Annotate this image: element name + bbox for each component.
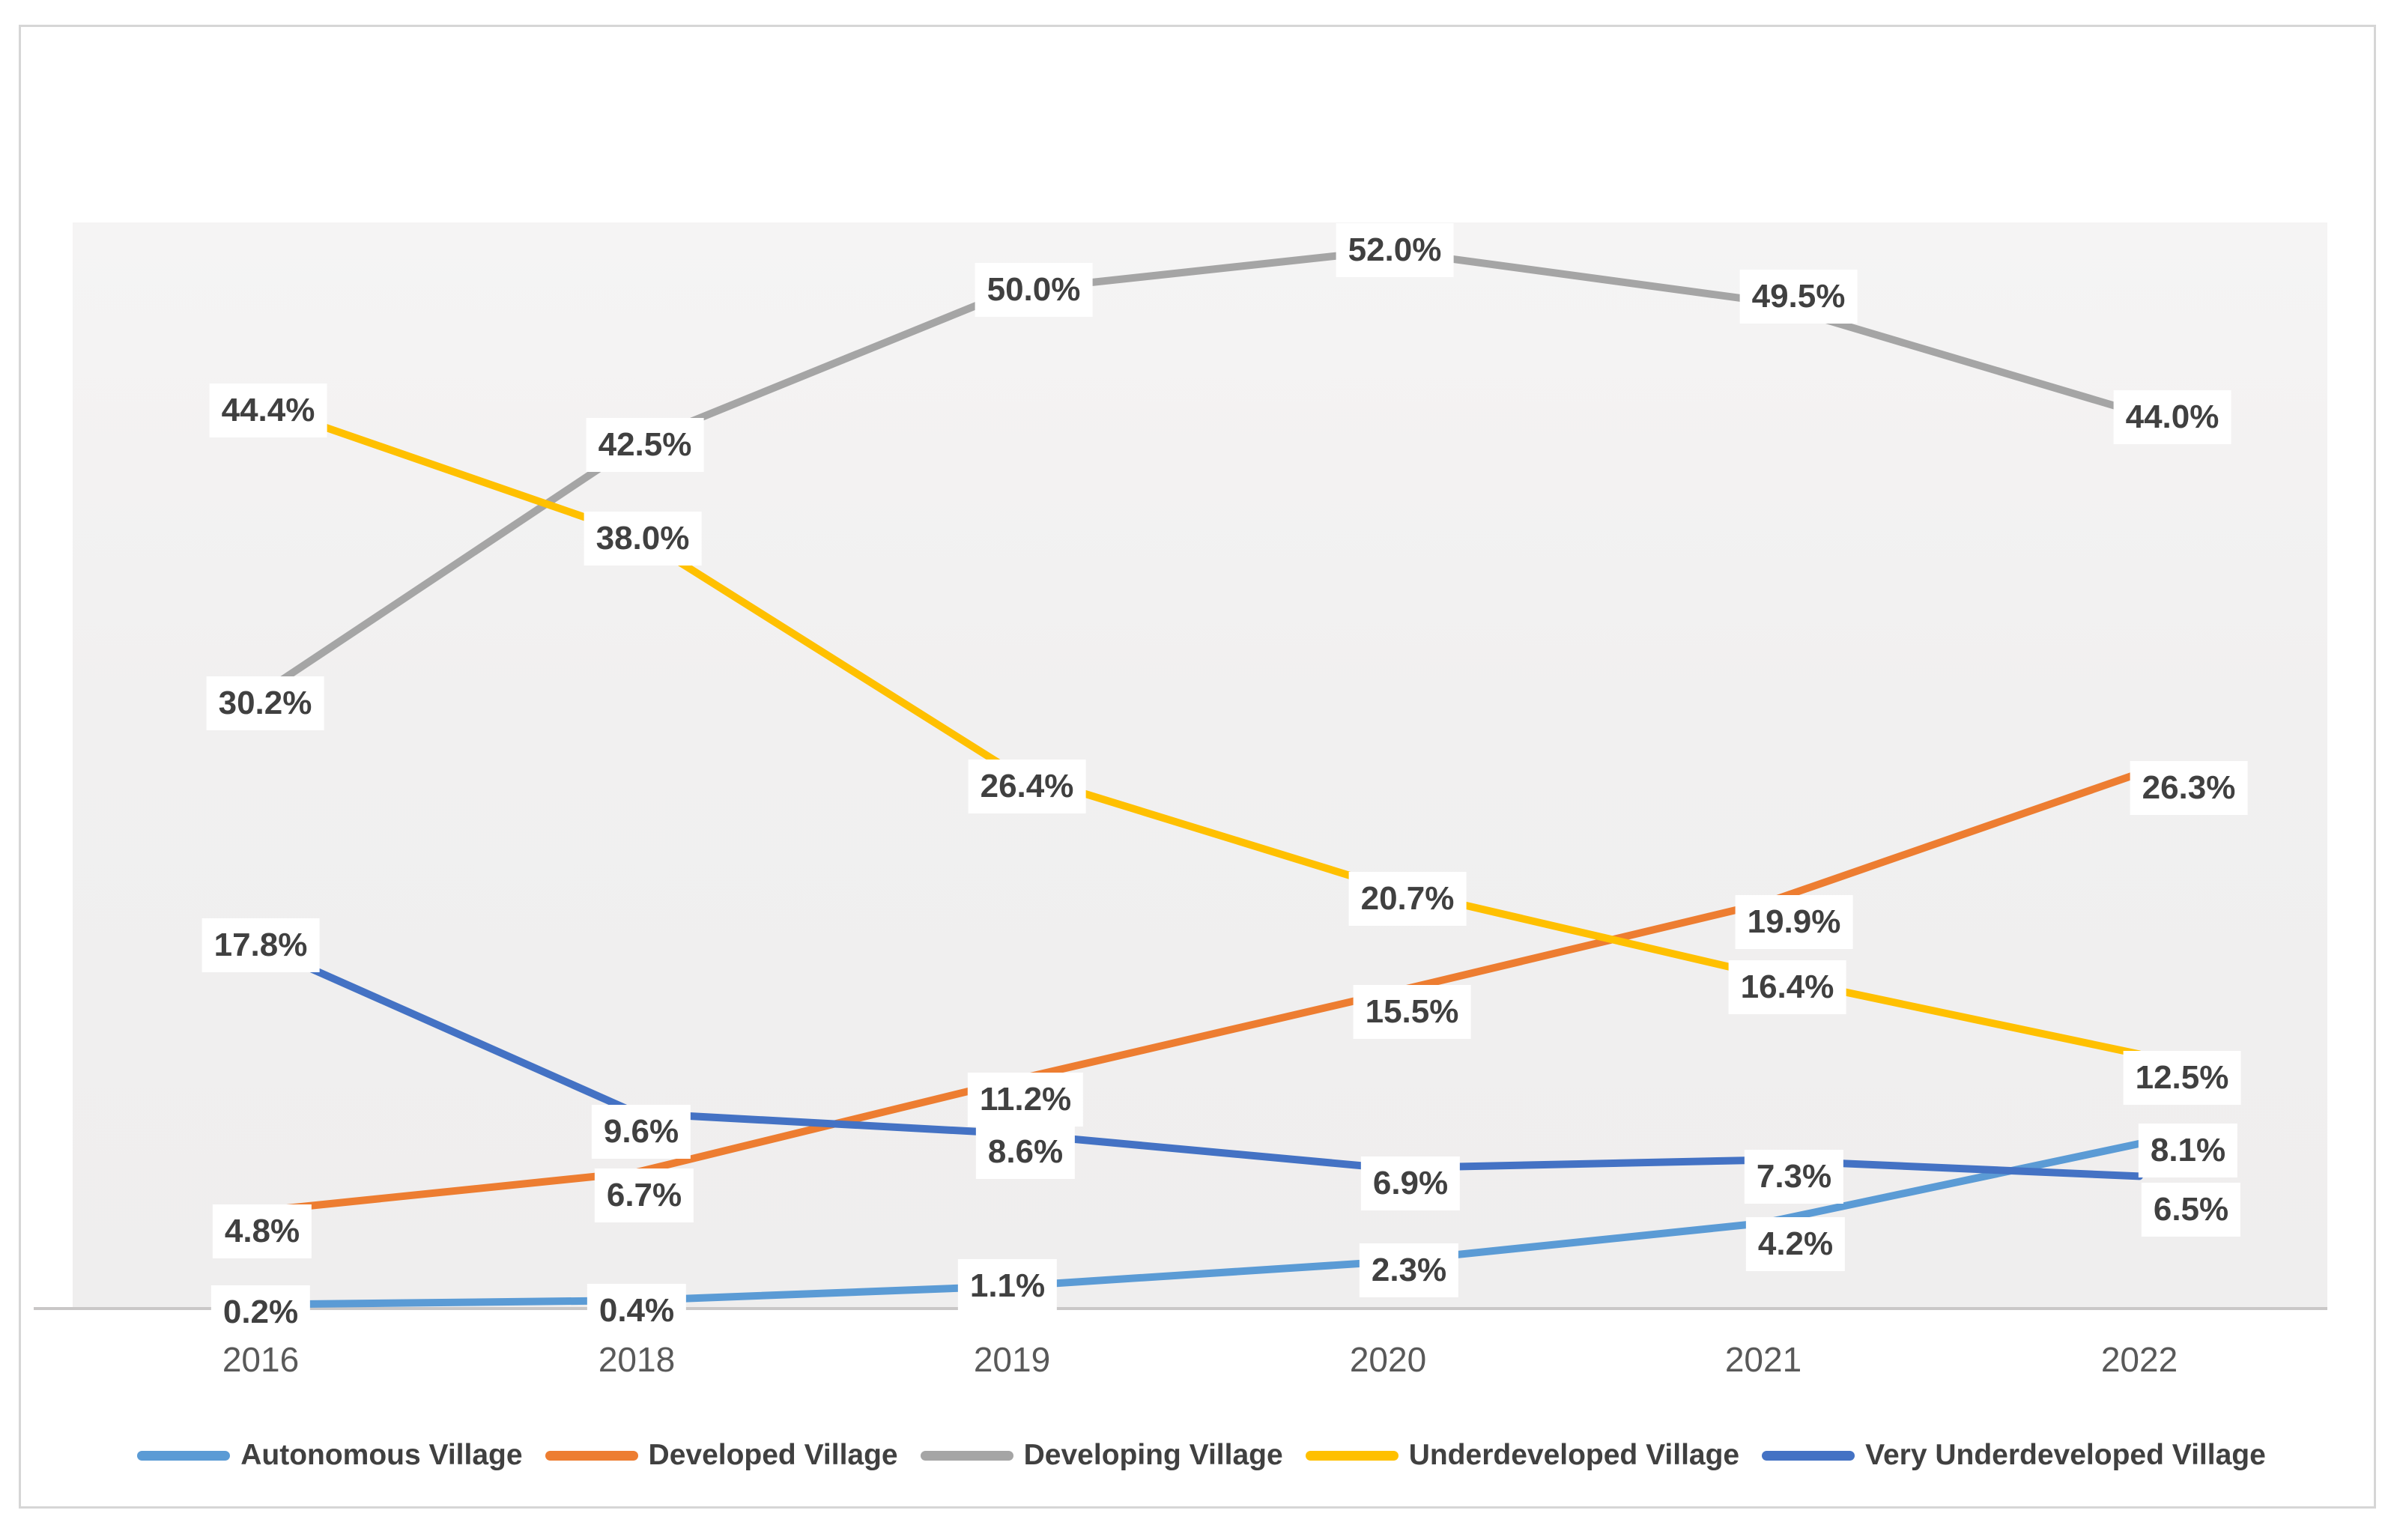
- data-label: 2.3%: [1359, 1243, 1459, 1297]
- legend-swatch-icon: [920, 1450, 1013, 1461]
- legend-swatch-icon: [1762, 1450, 1855, 1461]
- data-label: 11.2%: [967, 1072, 1084, 1127]
- plot-area: [73, 222, 2327, 1309]
- x-tick-label: 2016: [222, 1340, 300, 1379]
- data-label: 26.4%: [968, 759, 1086, 813]
- legend-label: Very Underdeveloped Village: [1865, 1439, 2266, 1471]
- data-label: 20.7%: [1348, 871, 1467, 926]
- data-label: 49.5%: [1739, 270, 1858, 324]
- data-label: 7.3%: [1744, 1149, 1844, 1204]
- series-line-0: [257, 1139, 2143, 1309]
- series-line-1: [257, 769, 2143, 1215]
- data-label: 26.3%: [2130, 761, 2248, 816]
- x-tick-label: 2018: [598, 1340, 676, 1379]
- x-tick-label: 2019: [973, 1340, 1051, 1379]
- data-label: 4.2%: [1745, 1216, 1846, 1271]
- legend-item-4: Very Underdeveloped Village: [1762, 1439, 2266, 1472]
- legend-item-2: Developing Village: [920, 1439, 1283, 1472]
- data-label: 12.5%: [2123, 1051, 2241, 1106]
- legend-swatch-icon: [1305, 1450, 1399, 1461]
- legend-item-0: Autonomous Village: [137, 1439, 523, 1472]
- data-label: 17.8%: [201, 918, 320, 973]
- data-label: 4.8%: [212, 1204, 312, 1258]
- data-label: 42.5%: [586, 418, 704, 473]
- x-tick-label: 2022: [2100, 1340, 2178, 1379]
- data-label: 6.9%: [1360, 1156, 1461, 1210]
- data-label: 1.1%: [957, 1259, 1058, 1314]
- data-label: 0.4%: [587, 1284, 687, 1339]
- data-label: 8.6%: [975, 1125, 1076, 1180]
- x-tick-label: 2021: [1724, 1340, 1802, 1379]
- series-line-2: [257, 246, 2143, 698]
- data-label: 9.6%: [591, 1105, 691, 1159]
- legend-label: Autonomous Village: [240, 1439, 523, 1471]
- legend-label: Underdeveloped Village: [1408, 1439, 1740, 1471]
- data-label: 44.4%: [209, 383, 327, 437]
- data-label: 19.9%: [1735, 895, 1853, 950]
- legend-swatch-icon: [137, 1450, 231, 1461]
- legend-label: Developed Village: [648, 1439, 898, 1471]
- data-label: 30.2%: [206, 676, 324, 731]
- data-label: 38.0%: [584, 511, 702, 566]
- data-label: 0.2%: [210, 1285, 311, 1339]
- data-label: 50.0%: [975, 262, 1093, 317]
- legend: Autonomous Village Developed Village Devel…: [0, 1429, 2403, 1482]
- legend-label: Developing Village: [1023, 1439, 1283, 1471]
- legend-swatch-icon: [545, 1450, 638, 1461]
- legend-item-1: Developed Village: [545, 1439, 898, 1472]
- series-line-3: [257, 401, 2143, 1058]
- data-label: 16.4%: [1728, 960, 1846, 1015]
- data-label: 6.5%: [2141, 1183, 2241, 1237]
- data-label: 6.7%: [594, 1168, 694, 1222]
- series-line-4: [257, 942, 2143, 1180]
- x-tick-label: 2020: [1349, 1340, 1427, 1379]
- data-label: 8.1%: [2138, 1123, 2238, 1177]
- data-label: 52.0%: [1336, 223, 1454, 278]
- data-label: 44.0%: [2113, 389, 2231, 444]
- data-label: 15.5%: [1353, 984, 1471, 1039]
- legend-item-3: Underdeveloped Village: [1305, 1439, 1740, 1472]
